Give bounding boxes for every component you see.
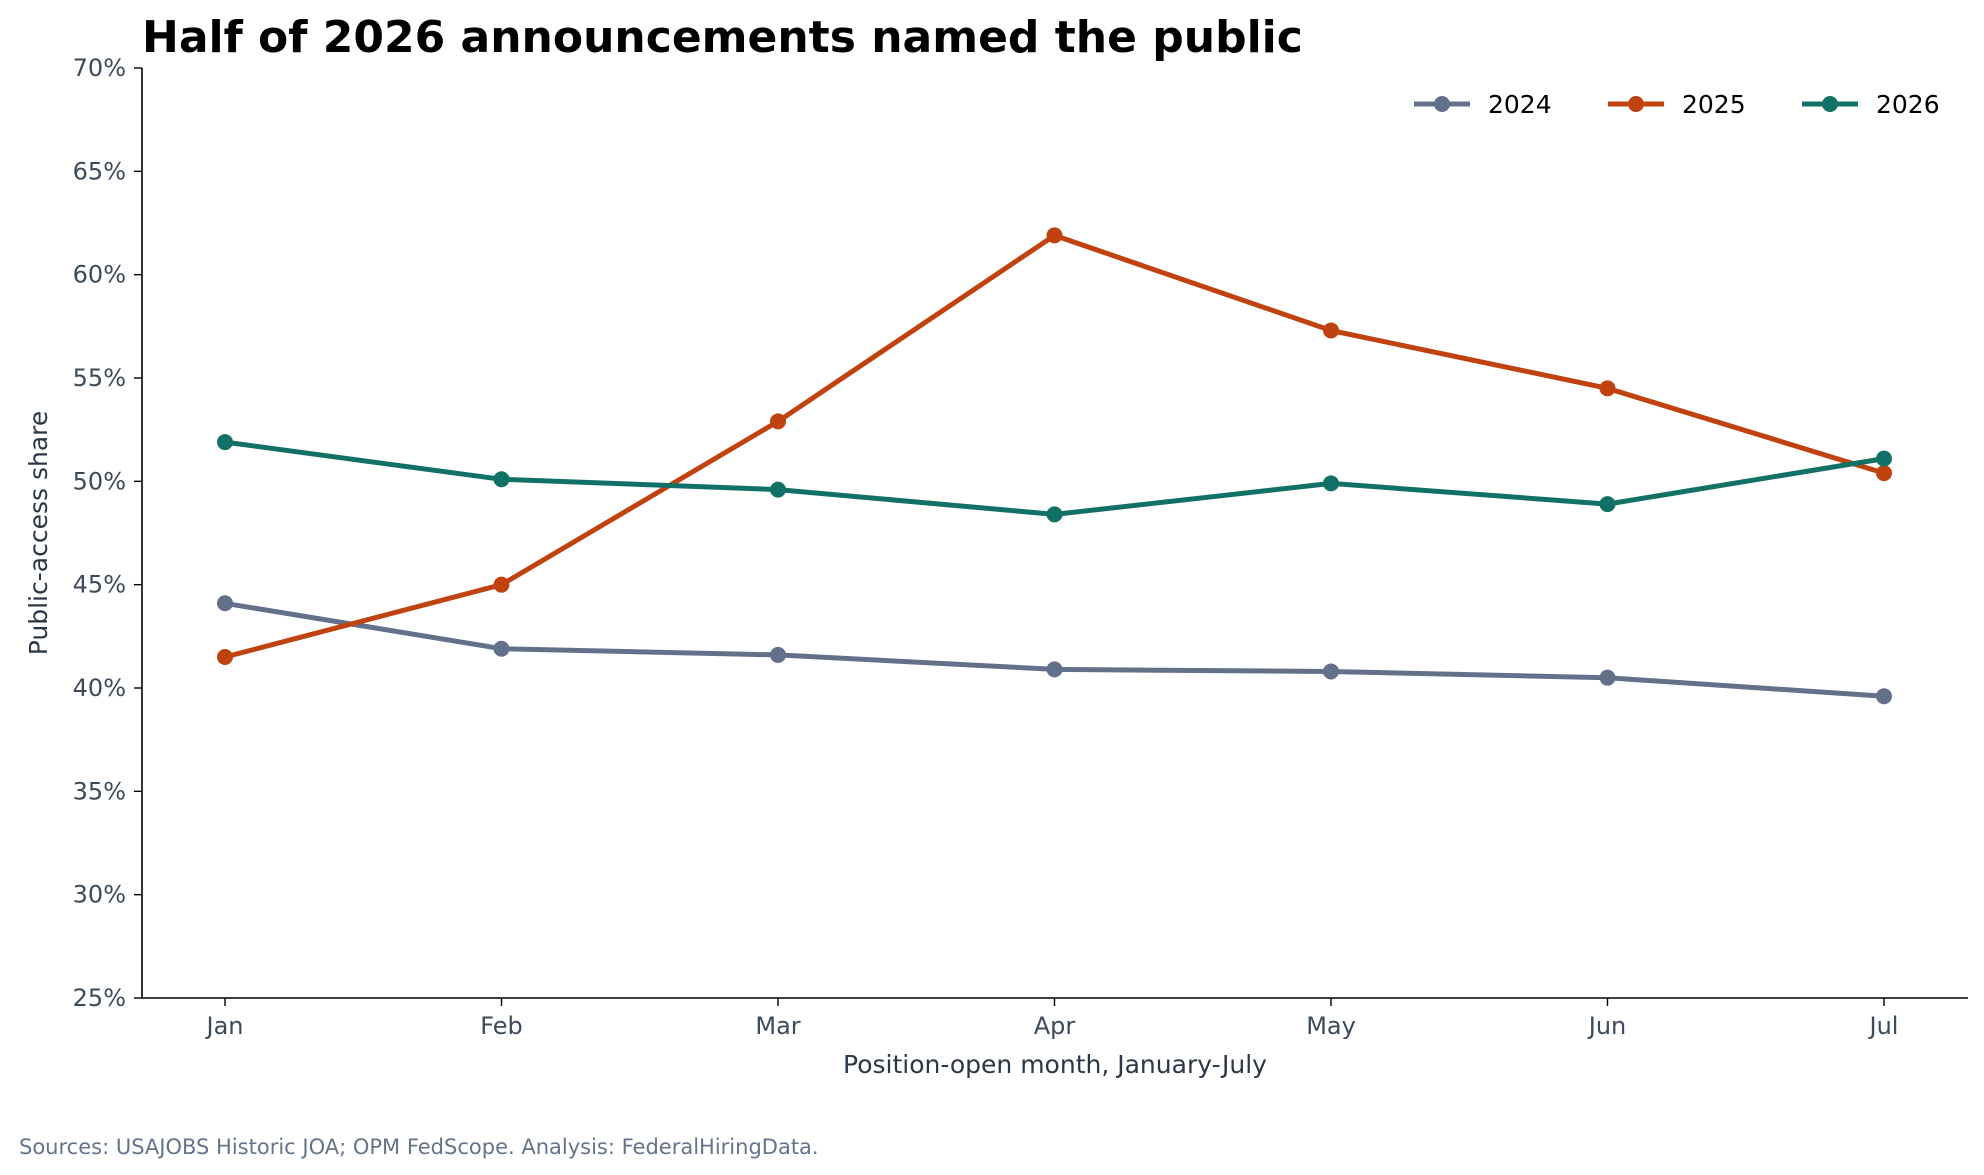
series-line-2024 (222, 600, 1887, 699)
legend-label: 2026 (1876, 90, 1940, 119)
x-tick-label: Apr (1034, 1012, 1076, 1040)
x-tick-label: May (1306, 1012, 1356, 1040)
data-point-2024 (1046, 661, 1063, 678)
series-line-2026 (222, 439, 1887, 517)
series-2026 (217, 434, 1892, 523)
legend-swatch-marker (1434, 96, 1450, 112)
data-point-2025 (770, 413, 786, 430)
data-point-2025 (1599, 380, 1616, 397)
x-axis-label: Position-open month, January-July (843, 1050, 1267, 1079)
data-point-2025 (1876, 465, 1892, 482)
source-note: Sources: USAJOBS Historic JOA; OPM FedSc… (19, 1135, 819, 1159)
x-tick-label: Jun (1587, 1012, 1627, 1040)
data-point-2026 (1876, 450, 1892, 467)
data-point-2024 (770, 646, 786, 663)
legend-item-2024: 2024 (1414, 90, 1552, 119)
y-tick-label: 65% (73, 157, 126, 185)
series-lines (217, 227, 1892, 705)
data-point-2026 (1046, 506, 1063, 523)
legend-swatch-marker (1628, 96, 1644, 112)
data-point-2024 (1876, 688, 1892, 705)
y-tick-label: 70% (73, 54, 126, 82)
x-ticks: Jan Feb Mar Apr May Jun Jul (205, 998, 1899, 1040)
data-point-2026 (1599, 496, 1616, 513)
data-point-2026 (217, 434, 233, 451)
data-point-2026 (1323, 475, 1339, 492)
data-point-2025 (217, 649, 233, 665)
y-tick-label: 50% (73, 467, 126, 495)
y-tick-label: 55% (73, 364, 126, 392)
y-tick-label: 35% (73, 777, 126, 805)
x-tick-label: Mar (755, 1012, 800, 1040)
data-point-2024 (1599, 669, 1616, 686)
series-line-2025 (222, 232, 1887, 660)
y-tick-label: 25% (73, 984, 126, 1012)
data-point-2025 (1046, 227, 1063, 244)
y-axis-label: Public-access share (24, 411, 53, 656)
y-tick-label: 30% (73, 881, 126, 909)
y-tick-label: 40% (73, 674, 126, 702)
data-point-2024 (1323, 663, 1339, 680)
series-2025 (217, 227, 1892, 665)
x-tick-label: Jul (1868, 1012, 1899, 1040)
series-2024 (217, 595, 1892, 705)
x-tick-label: Jan (205, 1012, 244, 1040)
legend-item-2026: 2026 (1802, 90, 1940, 119)
legend-label: 2024 (1488, 90, 1552, 119)
axes (141, 68, 1968, 999)
data-point-2025 (1323, 322, 1339, 339)
data-point-2024 (493, 640, 510, 657)
legend: 2024 2025 2026 (1414, 90, 1940, 119)
data-point-2025 (493, 576, 510, 593)
chart-title: Half of 2026 announcements named the pub… (142, 12, 1303, 63)
x-tick-label: Feb (480, 1012, 523, 1040)
legend-item-2025: 2025 (1608, 90, 1746, 119)
y-tick-label: 45% (73, 571, 126, 599)
y-ticks: 25% 30% 35% 40% 45% 50% 55% 60% 65% 70% (73, 54, 142, 1012)
legend-label: 2025 (1682, 90, 1746, 119)
data-point-2026 (493, 471, 510, 488)
y-tick-label: 60% (73, 261, 126, 289)
data-point-2024 (217, 595, 233, 612)
data-point-2026 (770, 481, 786, 498)
legend-swatch-marker (1822, 96, 1838, 112)
